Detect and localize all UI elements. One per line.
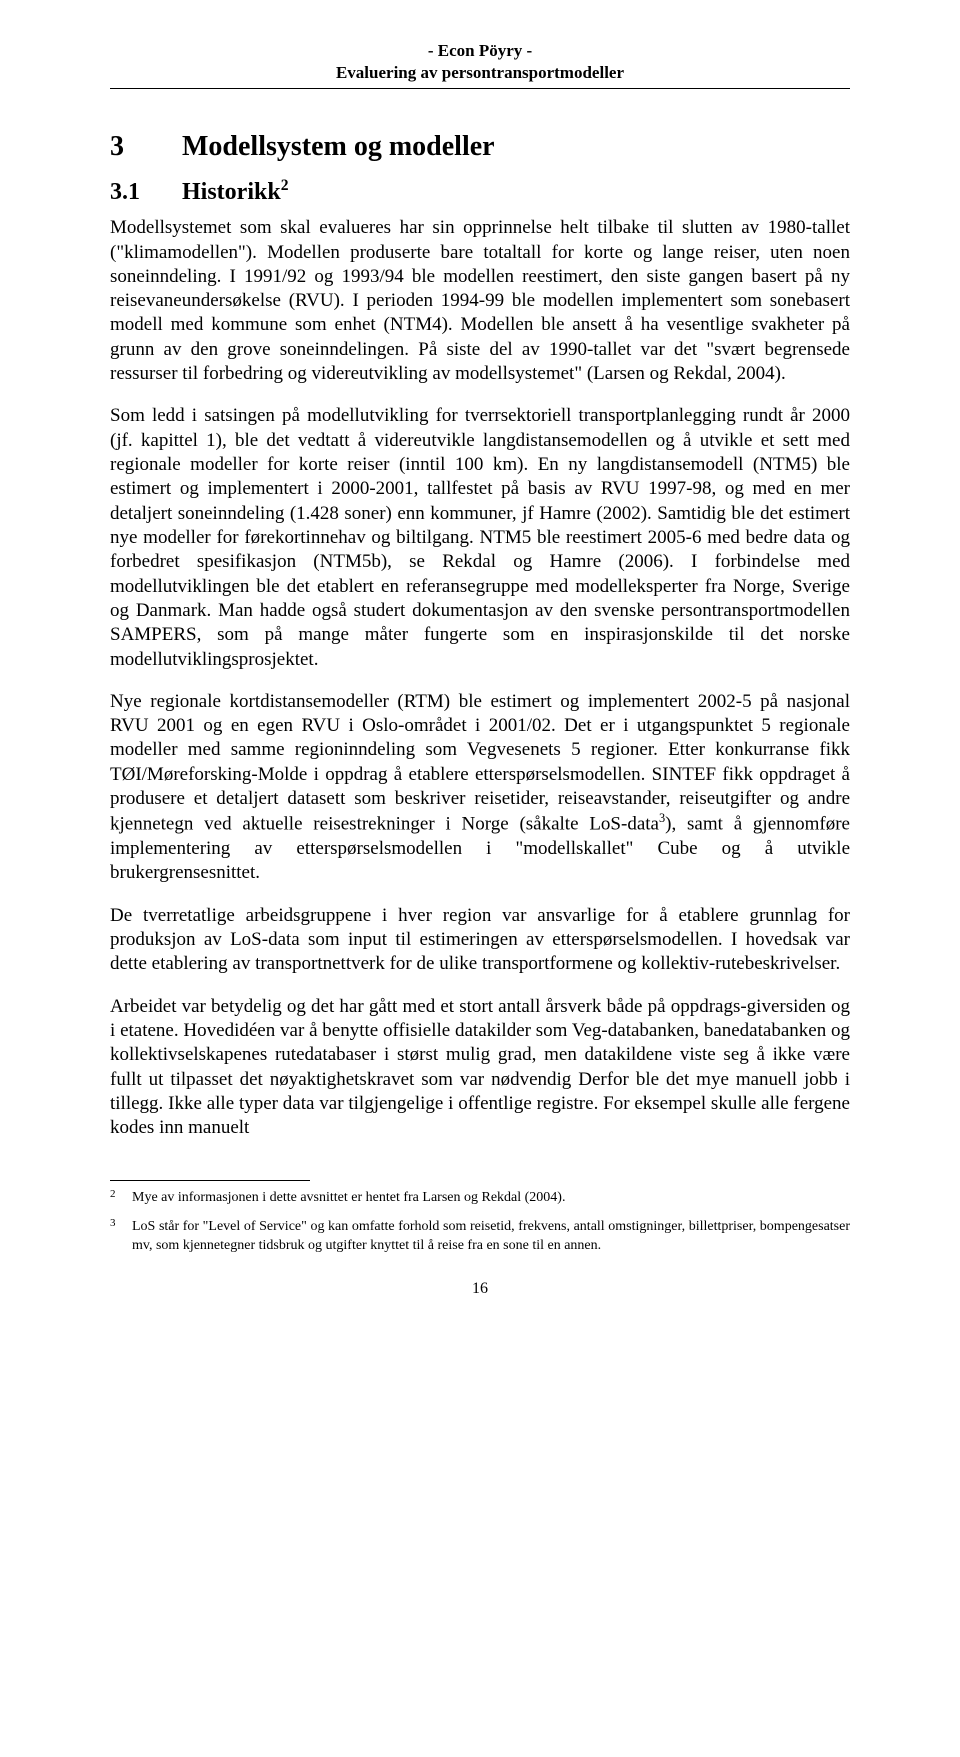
footnote-3: 3 LoS står for "Level of Service" og kan… [110, 1218, 850, 1256]
subsection-heading: 3.1 Historikk2 [110, 177, 850, 206]
section-number: 3 [110, 131, 182, 163]
subsection-number: 3.1 [110, 179, 182, 206]
page-number: 16 [110, 1280, 850, 1298]
header-line-2: Evaluering av persontransportmodeller [110, 62, 850, 84]
subsection-title-text: Historikk [182, 179, 281, 205]
section-heading-1: 3 Modellsystem og modeller [110, 131, 850, 163]
section-title: Modellsystem og modeller [182, 131, 495, 163]
footnote-3-number: 3 [110, 1216, 132, 1254]
header-rule [110, 88, 850, 89]
footnote-3-text: LoS står for "Level of Service" og kan o… [132, 1218, 850, 1256]
paragraph-2: Som ledd i satsingen på modellutvikling … [110, 404, 850, 671]
footnote-2-number: 2 [110, 1187, 132, 1206]
header-line-1: - Econ Pöyry - [110, 40, 850, 62]
paragraph-1: Modellsystemet som skal evalueres har si… [110, 216, 850, 386]
paragraph-4: De tverretatlige arbeidsgruppene i hver … [110, 904, 850, 977]
page-header: - Econ Pöyry - Evaluering av persontrans… [110, 40, 850, 84]
subsection-title: Historikk2 [182, 177, 288, 206]
footnote-rule [110, 1180, 310, 1181]
footnote-2: 2 Mye av informasjonen i dette avsnittet… [110, 1189, 850, 1208]
paragraph-5: Arbeidet var betydelig og det har gått m… [110, 995, 850, 1141]
footnote-2-text: Mye av informasjonen i dette avsnittet e… [132, 1189, 850, 1208]
paragraph-3: Nye regionale kortdistansemodeller (RTM)… [110, 690, 850, 886]
document-page: - Econ Pöyry - Evaluering av persontrans… [0, 0, 960, 1338]
footnote-ref-2: 2 [281, 177, 289, 194]
